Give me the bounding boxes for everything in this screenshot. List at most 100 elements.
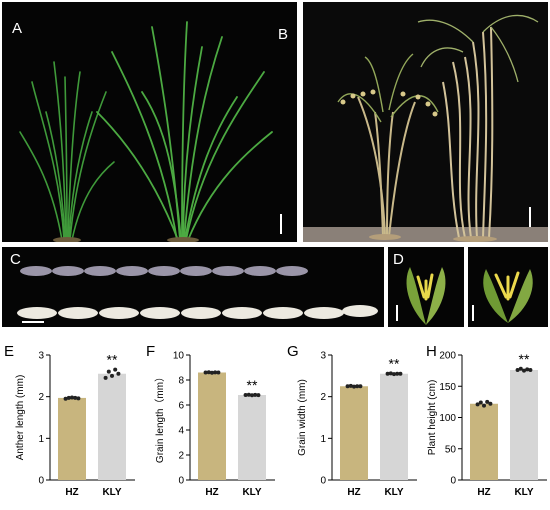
y-tick-label: 8 <box>178 376 184 387</box>
panel-b-photo <box>303 2 548 242</box>
data-point <box>70 395 74 400</box>
data-point <box>206 370 211 375</box>
panel-label-g: G <box>287 343 299 360</box>
data-point <box>210 370 214 375</box>
rice-flower-kly-image <box>468 247 548 327</box>
data-point <box>388 371 393 376</box>
data-point <box>243 393 248 397</box>
rice-grains-image <box>2 247 384 327</box>
x-tick-label: KLY <box>102 487 121 498</box>
data-point <box>345 384 350 389</box>
y-tick-label: 4 <box>178 426 184 437</box>
data-point <box>253 392 258 397</box>
data-point <box>256 393 261 398</box>
y-tick-label: 10 <box>173 351 185 362</box>
data-point <box>103 375 108 380</box>
scale-bar <box>396 305 398 321</box>
data-point <box>398 371 403 376</box>
scale-bar <box>280 214 282 234</box>
bar-kly <box>238 395 266 480</box>
panel-label-a: A <box>12 20 23 37</box>
x-tick-label: KLY <box>384 487 403 498</box>
bar-kly <box>510 370 538 480</box>
data-point <box>385 371 390 376</box>
y-axis-label: Grain width (mm) <box>297 379 308 456</box>
data-point <box>213 370 218 375</box>
scale-bar <box>22 321 44 323</box>
bar-hz <box>198 372 226 480</box>
y-tick-label: 0 <box>320 476 326 487</box>
y-tick-label: 6 <box>178 401 184 412</box>
data-point <box>63 396 68 401</box>
data-point <box>522 368 526 373</box>
data-point <box>475 402 480 407</box>
y-axis-label: Plant height (cm) <box>427 380 438 456</box>
significance-marker: ** <box>519 351 530 367</box>
data-point <box>246 392 251 397</box>
significance-marker: ** <box>107 352 118 368</box>
panel-c-photo <box>2 247 384 327</box>
y-tick-label: 2 <box>178 451 184 462</box>
data-point <box>250 393 254 398</box>
data-point <box>66 395 71 400</box>
y-tick-label: 2 <box>320 392 326 403</box>
chart-grain-width: 0 1 2 3 Grain width (mm) HZ KLY ** <box>282 345 422 510</box>
rice-plants-mature-image <box>303 2 548 242</box>
y-tick-label: 3 <box>320 351 326 362</box>
data-point <box>106 369 111 374</box>
data-point <box>358 384 363 389</box>
data-point <box>73 395 78 400</box>
bar-kly <box>380 373 408 480</box>
panel-label-b: B <box>278 26 289 43</box>
data-point <box>216 370 221 375</box>
data-point <box>478 400 483 405</box>
data-point <box>515 368 520 372</box>
panel-d-photo-left <box>388 247 464 327</box>
data-point <box>116 371 121 376</box>
data-point <box>352 384 356 389</box>
bar-kly <box>98 373 126 480</box>
bar-hz <box>340 386 368 480</box>
data-point <box>110 373 114 378</box>
y-tick-label: 200 <box>439 351 456 362</box>
x-tick-label: KLY <box>242 487 261 498</box>
data-point <box>482 403 486 408</box>
y-tick-label: 1 <box>320 434 326 445</box>
panel-label-d: D <box>393 251 404 268</box>
x-tick-label: HZ <box>347 487 360 498</box>
data-point <box>76 396 81 401</box>
y-tick-label: 100 <box>439 413 456 424</box>
x-tick-label: HZ <box>65 487 78 498</box>
panel-a-photo <box>2 2 297 242</box>
data-point <box>525 367 530 372</box>
chart-plant-height: 0 50 100 150 200 Plant height (cm) HZ KLY ** <box>412 345 550 510</box>
y-tick-label: 3 <box>38 351 44 362</box>
y-tick-label: 50 <box>445 444 457 455</box>
data-point <box>488 401 493 406</box>
y-tick-label: 0 <box>38 476 44 487</box>
bar-hz <box>58 397 86 480</box>
chart-anther-length: 0 1 2 3 Anther length (mm) HZ KLY ** <box>0 345 140 510</box>
panel-label-h: H <box>426 343 437 360</box>
y-tick-label: 0 <box>178 476 184 487</box>
data-point <box>348 383 353 388</box>
panel-label-f: F <box>146 343 156 360</box>
data-point <box>392 372 396 377</box>
data-point <box>528 368 533 372</box>
x-tick-label: HZ <box>477 487 490 498</box>
rice-plants-vegetative-image <box>2 2 297 242</box>
significance-marker: ** <box>389 355 400 371</box>
panel-label-e: E <box>4 343 15 360</box>
scale-bar <box>529 207 531 227</box>
data-point <box>395 371 400 376</box>
x-tick-label: KLY <box>514 487 533 498</box>
panel-label-c: C <box>10 251 21 268</box>
y-axis-label: Anther length (mm) <box>15 375 26 461</box>
rice-flower-hz-image <box>388 247 464 327</box>
data-point <box>113 367 118 372</box>
panel-d-photo-right <box>468 247 548 327</box>
scale-bar <box>472 305 474 321</box>
y-tick-label: 2 <box>38 392 44 403</box>
y-tick-label: 150 <box>439 382 456 393</box>
data-point <box>485 399 490 404</box>
